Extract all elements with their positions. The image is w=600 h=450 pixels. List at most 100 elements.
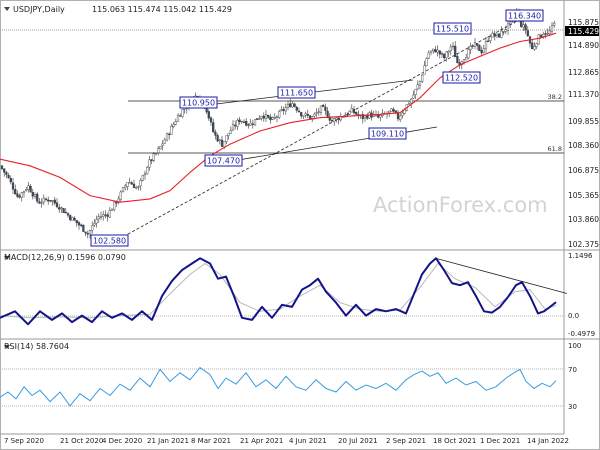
candle xyxy=(234,120,237,130)
x-tick-label: 21 Oct 2020 xyxy=(60,437,103,445)
candle xyxy=(462,58,466,65)
candle xyxy=(240,120,243,124)
candle xyxy=(366,112,369,121)
candle xyxy=(429,50,433,56)
candle xyxy=(163,137,166,144)
time-axis: 7 Sep 2020 21 Oct 2020 4 Dec 2020 21 Jan… xyxy=(4,437,569,445)
candle xyxy=(418,80,422,90)
y-tick-label: 106.875 xyxy=(568,166,599,175)
candle xyxy=(478,44,481,51)
x-tick-label: 14 Jan 2022 xyxy=(527,437,569,445)
x-tick-label: 4 Dec 2020 xyxy=(102,437,142,445)
candle xyxy=(168,132,171,140)
price-label-text: 107.470 xyxy=(207,157,240,166)
price-label-115510: 115.510 xyxy=(433,22,472,35)
candle xyxy=(302,115,305,119)
candle xyxy=(148,155,151,171)
price-label-112520: 112.520 xyxy=(442,71,481,84)
candle xyxy=(469,42,472,55)
candle xyxy=(58,203,61,213)
x-tick-label: 4 Jun 2021 xyxy=(289,437,327,445)
candle xyxy=(139,178,142,191)
fib-label-38: 38.2 xyxy=(548,93,562,101)
candle xyxy=(40,198,43,208)
candle xyxy=(209,116,213,126)
candle xyxy=(447,50,450,57)
candle xyxy=(438,50,441,59)
price-label-102580: 102.580 xyxy=(90,234,129,247)
candle xyxy=(495,33,499,39)
candle xyxy=(524,22,527,35)
candle xyxy=(146,165,149,175)
candle xyxy=(539,33,543,38)
candle xyxy=(465,53,468,61)
candle xyxy=(179,113,182,117)
candle xyxy=(509,21,512,29)
candle xyxy=(212,118,215,134)
x-tick-label: 18 Oct 2021 xyxy=(433,437,476,445)
candle xyxy=(350,104,353,113)
candle xyxy=(227,133,230,140)
y-tick-label: 112.865 xyxy=(568,68,599,77)
dropdown-triangle-icon[interactable] xyxy=(4,7,10,11)
candle xyxy=(31,188,34,200)
price-label-111650: 111.650 xyxy=(277,86,316,99)
candle xyxy=(18,193,21,199)
candle xyxy=(443,53,446,61)
candle xyxy=(308,115,312,120)
candle xyxy=(300,111,303,119)
candle xyxy=(436,45,439,57)
price-label-109110: 109.110 xyxy=(368,127,407,140)
candle xyxy=(502,31,505,36)
candle xyxy=(231,120,235,132)
macd-title: MACD(12,26,9) 0.1596 0.0790 xyxy=(4,253,126,262)
candle xyxy=(165,132,169,142)
macd-series xyxy=(0,257,568,326)
candle xyxy=(253,119,257,126)
candle xyxy=(399,112,402,123)
candle xyxy=(504,25,507,35)
candle xyxy=(247,123,250,129)
dropdown-triangle-icon[interactable] xyxy=(4,256,10,260)
candle xyxy=(282,106,285,115)
y-tick-label: 109.855 xyxy=(568,117,599,126)
rsi-series xyxy=(0,366,557,407)
candle xyxy=(251,120,254,129)
candle xyxy=(84,231,87,237)
x-tick-label: 8 Mar 2021 xyxy=(191,437,231,445)
candle xyxy=(267,114,270,119)
candle xyxy=(110,208,114,211)
price-label-116340: 116.340 xyxy=(505,9,544,22)
candle xyxy=(271,116,274,121)
dropdown-triangle-icon[interactable] xyxy=(4,345,10,349)
candle xyxy=(291,101,294,108)
price-label-text: 109.110 xyxy=(371,130,404,139)
candle xyxy=(432,48,435,54)
candle xyxy=(379,114,382,122)
candle xyxy=(106,212,109,222)
candle xyxy=(427,50,430,60)
candle xyxy=(159,145,162,150)
candle xyxy=(218,138,221,145)
candle xyxy=(522,19,525,31)
candle xyxy=(335,116,338,123)
macd-y-tick: 0.0 xyxy=(568,312,579,320)
current-price-badge xyxy=(565,26,599,36)
macd-trendline xyxy=(435,257,568,294)
candle xyxy=(91,221,94,234)
candle xyxy=(128,177,131,184)
candle xyxy=(9,175,12,185)
candle xyxy=(454,41,457,58)
candle xyxy=(390,107,393,112)
candle xyxy=(154,152,158,156)
candle xyxy=(75,220,78,227)
candle xyxy=(434,45,437,53)
candle xyxy=(157,146,160,156)
candle xyxy=(132,179,136,189)
candle xyxy=(137,185,140,191)
candle xyxy=(62,208,65,213)
candle xyxy=(337,116,340,125)
price-label-107470: 107.470 xyxy=(204,154,243,167)
candle xyxy=(269,113,272,124)
